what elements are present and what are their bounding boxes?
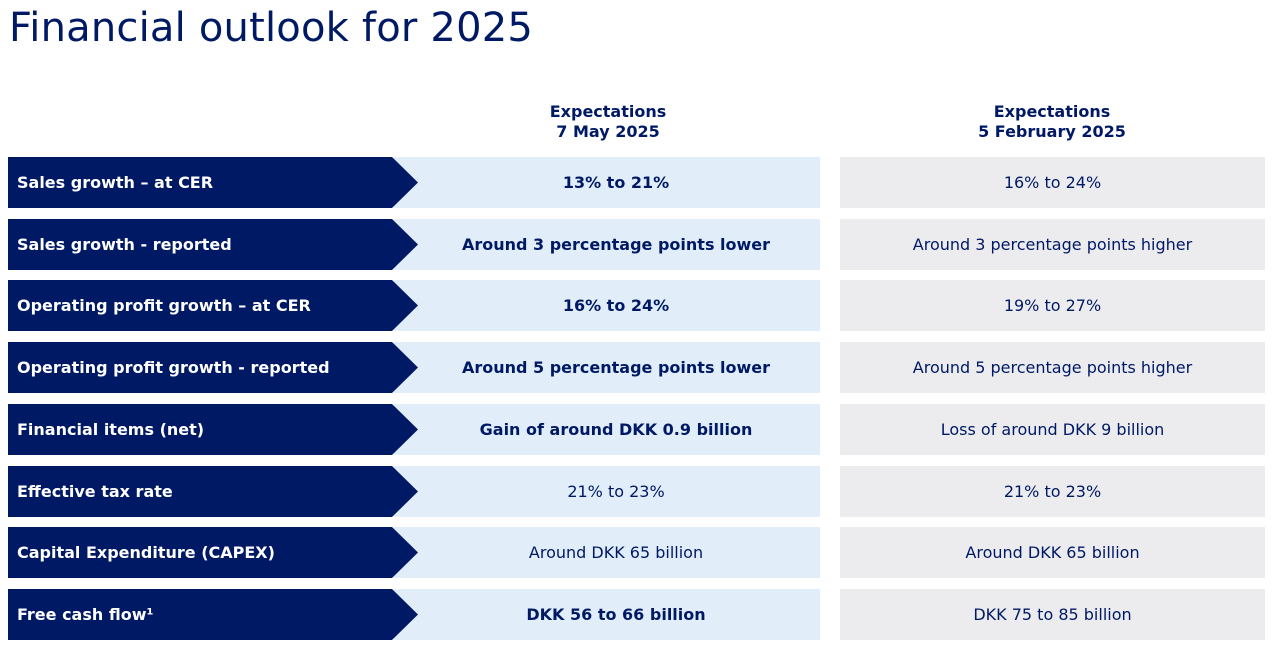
row-label: Financial items (net): [8, 404, 418, 455]
current-value: 21% to 23%: [567, 482, 665, 501]
table-row-capex: Capital Expenditure (CAPEX) Around DKK 6…: [8, 527, 1265, 578]
current-value: DKK 56 to 66 billion: [526, 605, 706, 624]
previous-value: Around 5 percentage points higher: [840, 342, 1265, 393]
page-title: Financial outlook for 2025: [9, 5, 534, 51]
row-label: Sales growth - reported: [8, 219, 418, 270]
previous-value: Around DKK 65 billion: [840, 527, 1265, 578]
column-header-previous: Expectations 5 February 2025: [840, 102, 1264, 142]
previous-value: 19% to 27%: [840, 280, 1265, 331]
current-value-cell: 13% to 21%: [394, 157, 820, 208]
current-value-cell: 16% to 24%: [394, 280, 820, 331]
previous-value: DKK 75 to 85 billion: [840, 589, 1265, 640]
table-row-free-cash-flow: Free cash flow¹ DKK 56 to 66 billion DKK…: [8, 589, 1265, 640]
current-value-cell: Around 3 percentage points lower: [394, 219, 820, 270]
current-value-cell: Around 5 percentage points lower: [394, 342, 820, 393]
column-header-current-line1: Expectations: [549, 102, 667, 121]
column-header-previous-line1: Expectations: [993, 102, 1111, 121]
current-value-cell: Gain of around DKK 0.9 billion: [394, 404, 820, 455]
current-value: Around DKK 65 billion: [528, 543, 704, 562]
table-row-operating-profit-cer: Operating profit growth – at CER 16% to …: [8, 280, 1265, 331]
row-label: Sales growth – at CER: [8, 157, 418, 208]
row-label: Operating profit growth - reported: [8, 342, 418, 393]
row-label: Free cash flow¹: [8, 589, 418, 640]
previous-value: Loss of around DKK 9 billion: [840, 404, 1265, 455]
table-row-financial-items: Financial items (net) Gain of around DKK…: [8, 404, 1265, 455]
table-row-sales-growth-cer: Sales growth – at CER 13% to 21% 16% to …: [8, 157, 1265, 208]
current-value: 16% to 24%: [562, 296, 670, 315]
previous-value: Around 3 percentage points higher: [840, 219, 1265, 270]
column-header-previous-line2: 5 February 2025: [978, 122, 1126, 141]
row-label: Capital Expenditure (CAPEX): [8, 527, 418, 578]
current-value: Around 5 percentage points lower: [461, 358, 771, 377]
column-header-current: Expectations 7 May 2025: [396, 102, 820, 142]
table-row-effective-tax-rate: Effective tax rate 21% to 23% 21% to 23%: [8, 466, 1265, 517]
table-row-operating-profit-reported: Operating profit growth - reported Aroun…: [8, 342, 1265, 393]
table-row-sales-growth-reported: Sales growth - reported Around 3 percent…: [8, 219, 1265, 270]
current-value: Around 3 percentage points lower: [461, 235, 771, 254]
current-value-cell: Around DKK 65 billion: [394, 527, 820, 578]
current-value: 13% to 21%: [562, 173, 670, 192]
row-label: Operating profit growth – at CER: [8, 280, 418, 331]
current-value-cell: 21% to 23%: [394, 466, 820, 517]
current-value-cell: DKK 56 to 66 billion: [394, 589, 820, 640]
row-label: Effective tax rate: [8, 466, 418, 517]
previous-value: 21% to 23%: [840, 466, 1265, 517]
previous-value: 16% to 24%: [840, 157, 1265, 208]
column-header-current-line2: 7 May 2025: [556, 122, 660, 141]
current-value: Gain of around DKK 0.9 billion: [479, 420, 753, 439]
